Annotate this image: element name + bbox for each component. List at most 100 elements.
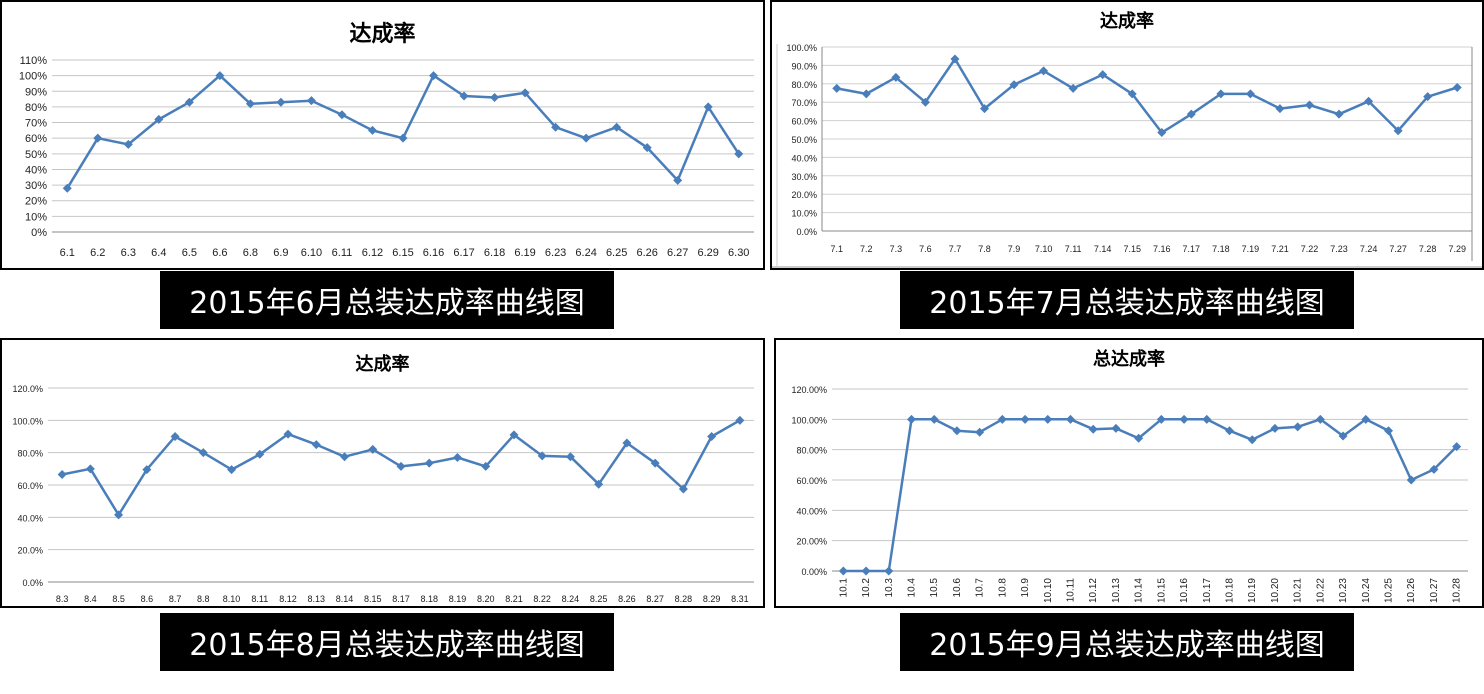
x-tick-label: 10.1 <box>838 578 849 598</box>
data-point-marker <box>980 104 989 114</box>
x-tick-label: 6.24 <box>575 247 596 259</box>
x-tick-label: 6.12 <box>362 247 383 259</box>
data-point-marker <box>650 458 660 468</box>
x-tick-label: 8.17 <box>392 594 410 604</box>
data-point-marker <box>861 89 871 99</box>
chart-panel-july: 达成率 0.0% 10.0% 20.0% 30.0% 40.0% 50.0% 60.0% 70… <box>770 0 1484 270</box>
data-point-marker <box>1452 82 1462 92</box>
series-line <box>836 57 1458 134</box>
data-point-marker <box>673 175 683 185</box>
x-tick-label: 7.3 <box>890 244 903 254</box>
x-tick-label: 8.19 <box>449 594 467 604</box>
x-tick-label: 6.3 <box>121 247 136 259</box>
data-point-marker <box>1334 109 1344 119</box>
y-tick-label: 50% <box>25 149 47 161</box>
y-tick-label: 0% <box>31 227 47 239</box>
data-point-marker <box>429 71 439 81</box>
y-tick-label: 90.0% <box>791 61 817 71</box>
y-tick-label: 0.0% <box>796 227 817 237</box>
data-point-marker <box>1156 414 1166 424</box>
data-point-marker <box>975 427 985 437</box>
data-point-marker <box>1068 83 1078 93</box>
x-tick-label: 7.15 <box>1123 244 1141 254</box>
x-tick-label: 8.29 <box>703 594 721 604</box>
data-point-marker <box>950 54 960 64</box>
data-point-marker <box>170 432 180 441</box>
x-tick-label: 7.7 <box>949 244 962 254</box>
y-tick-label: 20% <box>25 196 47 208</box>
data-point-marker <box>929 414 939 424</box>
data-point-marker <box>891 72 901 82</box>
data-point-marker <box>678 484 688 494</box>
data-point-marker <box>283 429 293 439</box>
x-tick-label: 7.21 <box>1271 244 1289 254</box>
data-point-marker <box>1009 80 1019 90</box>
x-tick-label: 8.27 <box>646 594 664 604</box>
chart-caption-july: 2015年7月总装达成率曲线图 <box>900 271 1354 329</box>
data-point-marker <box>1039 66 1049 76</box>
data-point-marker <box>1202 414 1212 424</box>
data-point-marker <box>481 461 491 471</box>
y-tick-label: 100% <box>19 71 47 83</box>
x-tick-label: 10.19 <box>1247 578 1258 603</box>
x-tick-label: 7.18 <box>1212 244 1230 254</box>
data-point-marker <box>1423 92 1433 102</box>
x-tick-label: 8.25 <box>590 594 608 604</box>
data-point-marker <box>884 566 894 576</box>
line-chart-august: 0.0% 20.0% 40.0% 60.0% 80.0% 100.0% 120.0% 8.3 8… <box>12 384 754 604</box>
y-tick-label: 30% <box>25 180 47 192</box>
x-tick-label: 7.27 <box>1389 244 1407 254</box>
data-point-marker <box>215 71 225 81</box>
data-point-marker <box>1088 424 1098 434</box>
x-tick-label: 6.18 <box>484 247 505 259</box>
x-tick-label: 6.26 <box>636 247 657 259</box>
data-point-marker <box>734 149 744 159</box>
chart-title: 达成率 <box>355 354 410 375</box>
data-point-marker <box>838 566 848 576</box>
x-tick-label: 7.19 <box>1242 244 1260 254</box>
data-point-marker <box>1216 89 1226 99</box>
data-point-marker <box>509 430 519 440</box>
x-tick-label: 8.31 <box>731 594 749 604</box>
data-point-marker <box>227 465 237 475</box>
x-tick-label: 6.10 <box>301 247 322 259</box>
x-tick-label: 10.3 <box>884 578 895 598</box>
x-tick-label: 8.26 <box>618 594 636 604</box>
chart-title: 总达成率 <box>1093 349 1165 370</box>
x-tick-label: 7.6 <box>919 244 932 254</box>
x-tick-label: 6.8 <box>243 247 258 259</box>
y-tick-label: 10.0% <box>791 209 817 219</box>
x-tick-label: 6.11 <box>332 247 353 259</box>
data-point-marker <box>1111 423 1121 433</box>
x-tick-label: 6.23 <box>545 247 566 259</box>
line-chart-september: 0.00% 20.00% 40.00% 60.00% 80.00% 100.00% 120.… <box>791 385 1468 603</box>
x-tick-label: 7.16 <box>1153 244 1171 254</box>
x-tick-label: 7.10 <box>1035 244 1053 254</box>
x-tick-label: 7.11 <box>1065 244 1082 254</box>
x-tick-label: 10.4 <box>907 578 918 598</box>
x-tick-label: 7.28 <box>1419 244 1437 254</box>
data-point-marker <box>276 97 286 107</box>
x-tick-label: 7.24 <box>1360 244 1378 254</box>
x-tick-label: 6.6 <box>212 247 227 259</box>
x-tick-label: 10.17 <box>1202 578 1213 603</box>
x-tick-label: 7.2 <box>860 244 873 254</box>
y-tick-label: 120.0% <box>12 384 43 394</box>
data-point-marker <box>735 415 745 425</box>
data-point-marker <box>1225 426 1234 436</box>
x-tick-label: 10.25 <box>1384 578 1395 603</box>
y-tick-label: 20.00% <box>796 537 827 547</box>
x-tick-label: 6.4 <box>151 247 166 259</box>
x-tick-label: 6.16 <box>423 247 444 259</box>
x-tick-label: 8.6 <box>141 594 154 604</box>
x-tick-label: 10.20 <box>1270 578 1281 603</box>
x-tick-label: 10.27 <box>1429 578 1440 603</box>
y-tick-label: 50.0% <box>791 135 817 145</box>
data-point-marker <box>398 133 408 143</box>
data-point-marker <box>707 432 717 441</box>
data-point-marker <box>1429 464 1439 474</box>
chart-title: 达成率 <box>349 22 416 47</box>
data-point-marker <box>490 93 500 103</box>
y-tick-label: 70.0% <box>791 98 817 108</box>
data-point-marker <box>1361 414 1371 424</box>
